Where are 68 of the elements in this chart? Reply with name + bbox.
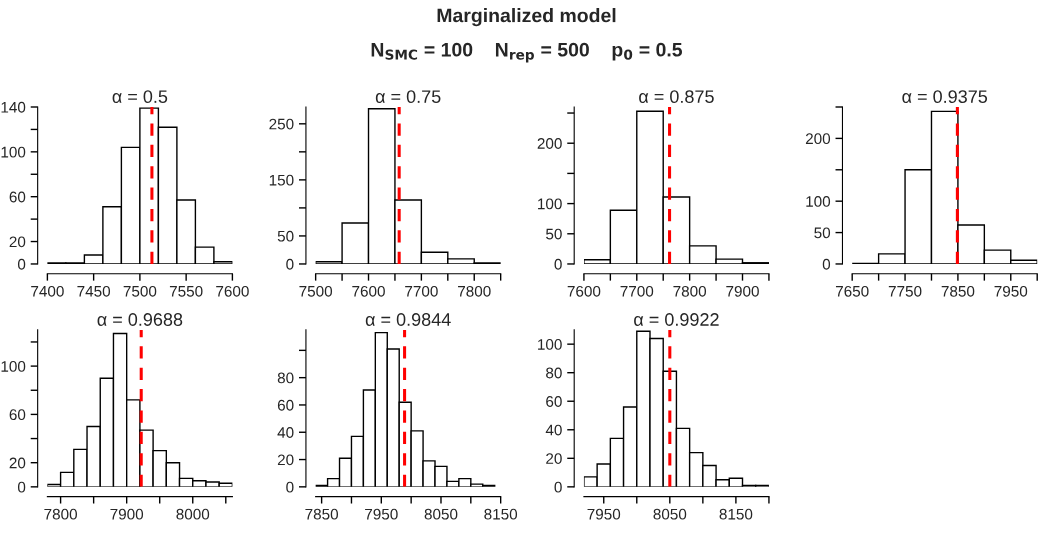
y-tick-label: 200 bbox=[537, 138, 562, 149]
x-tick-label: 7450 bbox=[77, 285, 111, 297]
y-tick-label: 100 bbox=[806, 196, 831, 207]
chart-title: α = 0.9375 bbox=[902, 90, 988, 104]
y-tick-label: 80 bbox=[546, 367, 562, 379]
text: N$_{SMC}$ = 100 N$_{rep}$ = 500 p$_{0}$ = 0.5 bbox=[371, 42, 683, 63]
x-tick-label: 8050 bbox=[653, 508, 687, 520]
chart-title: α = 0.9688 bbox=[97, 313, 183, 326]
chart-title: α = 0.9844 bbox=[365, 313, 451, 326]
y-tick-label: 20 bbox=[9, 457, 26, 469]
y-tick-label: 60 bbox=[546, 396, 562, 407]
y-tick-label: 100 bbox=[1, 360, 26, 372]
y-tick-label: 20 bbox=[9, 236, 26, 248]
y-tick-label: 40 bbox=[545, 424, 562, 436]
y-tick-label: 200 bbox=[805, 133, 831, 145]
y-tick-label: 0 bbox=[286, 481, 294, 493]
y-tick-label: 150 bbox=[269, 174, 294, 186]
y-tick-label: 50 bbox=[546, 228, 562, 240]
y-tick-label: 250 bbox=[269, 118, 294, 130]
y-tick-label: 100 bbox=[538, 339, 562, 350]
y-tick-label: 40 bbox=[277, 427, 294, 438]
y-tick-label: 80 bbox=[277, 372, 294, 384]
x-tick-label: 8150 bbox=[484, 508, 518, 520]
chart-title: α = 0.875 bbox=[639, 90, 714, 104]
x-tick-label: 7550 bbox=[169, 285, 203, 297]
x-tick-label: 7400 bbox=[31, 285, 64, 297]
x-tick-label: 7900 bbox=[726, 285, 759, 297]
x-tick-label: 7850 bbox=[941, 285, 975, 297]
y-tick-label: 50 bbox=[277, 230, 294, 242]
x-tick-label: 7700 bbox=[405, 285, 438, 297]
y-tick-label: 100 bbox=[538, 198, 562, 210]
x-tick-label: 8150 bbox=[719, 508, 753, 520]
y-tick-label: 0 bbox=[17, 481, 26, 493]
x-tick-label: 8000 bbox=[176, 508, 210, 520]
y-tick-label: 0 bbox=[286, 258, 294, 270]
x-tick-label: 7800 bbox=[458, 285, 491, 297]
y-tick-label: 20 bbox=[546, 453, 562, 464]
x-tick-label: 7650 bbox=[835, 285, 869, 297]
y-tick-label: 50 bbox=[814, 227, 831, 239]
x-tick-label: 7900 bbox=[110, 508, 144, 520]
y-tick-label: 0 bbox=[554, 481, 562, 493]
text: Marginalized model bbox=[437, 8, 616, 27]
x-tick-label: 7950 bbox=[994, 285, 1028, 297]
x-tick-label: 7800 bbox=[44, 508, 77, 520]
y-tick-label: 0 bbox=[822, 258, 831, 270]
x-tick-label: 8050 bbox=[424, 508, 458, 520]
y-tick-label: 60 bbox=[9, 409, 26, 421]
x-tick-label: 7750 bbox=[888, 285, 922, 297]
x-tick-label: 7600 bbox=[567, 285, 601, 297]
y-tick-label: 20 bbox=[277, 454, 294, 466]
y-tick-label: 60 bbox=[277, 399, 294, 411]
chart-title: α = 0.9922 bbox=[634, 313, 719, 326]
y-tick-label: 100 bbox=[1, 146, 26, 158]
x-tick-label: 7600 bbox=[352, 285, 385, 297]
x-tick-label: 7500 bbox=[299, 285, 333, 297]
y-tick-label: 140 bbox=[1, 101, 26, 113]
x-tick-label: 7950 bbox=[587, 508, 621, 520]
y-tick-label: 0 bbox=[554, 258, 562, 270]
x-tick-label: 7600 bbox=[216, 285, 249, 297]
chart-title: α = 0.5 bbox=[112, 90, 168, 104]
x-tick-label: 7800 bbox=[673, 285, 707, 297]
x-tick-label: 7500 bbox=[123, 285, 157, 297]
x-tick-label: 7950 bbox=[365, 508, 398, 520]
y-tick-label: 0 bbox=[17, 258, 26, 270]
chart-title: α = 0.75 bbox=[375, 90, 441, 104]
x-tick-label: 7850 bbox=[305, 508, 339, 520]
y-tick-label: 60 bbox=[9, 191, 26, 203]
x-tick-label: 7700 bbox=[620, 285, 654, 297]
